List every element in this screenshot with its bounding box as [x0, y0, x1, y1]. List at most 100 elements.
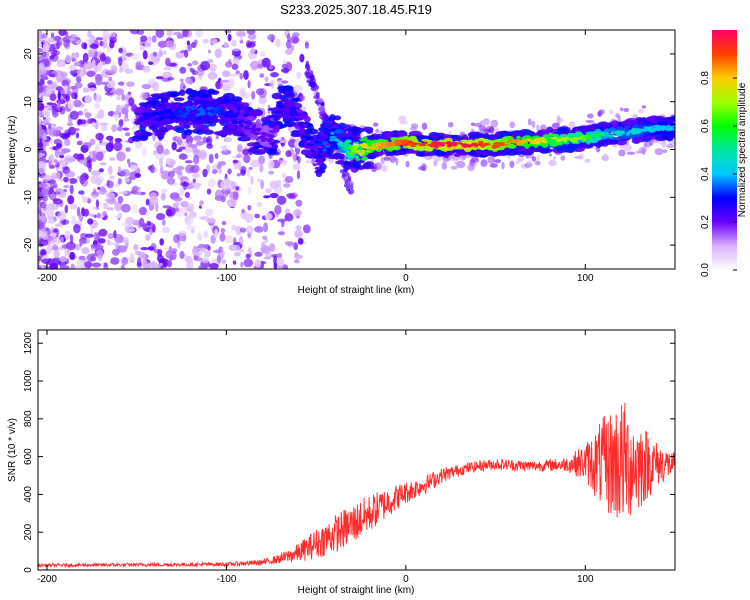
spectrogram-noise-blob — [49, 164, 55, 169]
spectrogram-noise-blob — [127, 158, 131, 164]
spectrogram-noise-blob — [157, 259, 166, 263]
spectrogram-noise-blob — [262, 235, 268, 240]
spectrogram-noise-blob — [295, 199, 303, 207]
spectrogram-noise-blob — [278, 139, 288, 143]
spectrogram-noise-blob — [49, 139, 53, 144]
spectrogram-noise-blob — [305, 160, 313, 164]
spectrogram-noise-blob — [93, 231, 98, 242]
spectrogram-ridge-blob — [174, 103, 180, 109]
spectrogram-ridge-blob — [330, 131, 335, 135]
spectrogram-noise-blob — [183, 49, 189, 58]
spectrogram-noise-blob — [195, 251, 203, 256]
spectrogram-noise-blob — [433, 154, 440, 163]
spectrogram-noise-blob — [82, 52, 89, 63]
spectrogram-noise-blob — [495, 127, 499, 133]
spectrogram-noise-blob — [130, 252, 134, 261]
spectrogram-ridge-blob — [552, 133, 560, 138]
spectrogram-ridge-blob — [246, 127, 254, 130]
spectrogram-ridge-blob — [282, 85, 294, 91]
spectrogram-noise-blob — [116, 95, 121, 101]
spectrogram-ridge-blob — [175, 127, 185, 134]
spectrogram-ridge-blob — [220, 112, 225, 115]
spectrogram-ridge-blob — [185, 109, 192, 112]
spectrogram-noise-blob — [38, 131, 42, 140]
spectrogram-noise-blob — [261, 241, 266, 249]
spectrogram-noise-blob — [153, 248, 163, 254]
colorbar-tick-label: 0.2 — [700, 215, 711, 229]
spectrogram-noise-blob — [117, 178, 122, 185]
spectrogram-noise-blob — [230, 40, 237, 47]
spectrogram-noise-blob — [94, 65, 99, 73]
spectrogram-ridge-blob — [335, 135, 340, 139]
spectrogram-noise-blob — [221, 259, 227, 264]
spectrogram-noise-blob — [294, 229, 303, 239]
spectrogram-ridge-blob — [392, 145, 401, 151]
spectrogram-noise-blob — [243, 258, 254, 268]
spectrogram-noise-blob — [100, 125, 108, 132]
spectrogram-noise-blob — [239, 72, 244, 80]
spectrogram-noise-blob — [269, 181, 278, 190]
spectrogram-noise-blob — [103, 262, 108, 267]
spectrogram-noise-blob — [120, 264, 126, 269]
spectrogram-ridge-blob — [316, 147, 324, 150]
spectrogram-noise-blob — [40, 213, 47, 222]
spectrogram-noise-blob — [94, 93, 102, 103]
spectrogram-ridge-blob — [478, 143, 483, 147]
spectrogram-ridge-blob — [288, 110, 293, 114]
spectrogram-noise-blob — [250, 175, 254, 185]
spectrogram-ridge-blob — [329, 138, 335, 142]
spectrogram-ridge-blob — [228, 106, 238, 112]
spectrogram-noise-blob — [253, 226, 264, 233]
spectrogram-noise-blob — [102, 202, 109, 210]
spectrogram-ridge-blob — [360, 149, 366, 153]
snr-panel: -200 -100 0 100 0 200 400 600 800 1000 1200 Heigh… — [7, 329, 676, 596]
spectrogram-noise-blob — [256, 201, 263, 208]
spectrogram-noise-blob — [244, 213, 254, 223]
spectrogram-ridge-blob — [243, 131, 252, 136]
spectrogram-noise-blob — [165, 157, 172, 164]
spectrogram-streak-blob — [307, 73, 311, 77]
spectrogram-noise-blob — [171, 141, 177, 151]
spectrogram-noise-blob — [84, 112, 92, 118]
spectrogram-noise-blob — [226, 198, 237, 208]
spectrogram-noise-blob — [173, 234, 180, 244]
spectrogram-ridge-blob — [396, 130, 406, 136]
spectrogram-noise-blob — [179, 82, 186, 92]
spectrogram-noise-blob — [69, 234, 74, 244]
spectrogram-noise-blob — [202, 168, 208, 178]
spectrogram-noise-blob — [72, 40, 76, 45]
spectrogram-noise-blob — [163, 50, 167, 55]
spectrogram-ridge-blob — [509, 144, 514, 149]
spectrogram-noise-blob — [38, 37, 42, 42]
spectrogram-noise-blob — [92, 206, 97, 211]
spectrogram-noise-blob — [87, 198, 91, 204]
spectrogram-noise-blob — [70, 263, 75, 269]
spectrogram-noise-blob — [101, 262, 105, 266]
spectrogram-noise-blob — [50, 32, 55, 39]
spectrogram-ridge-blob — [272, 124, 277, 128]
spectrogram-noise-blob — [51, 184, 58, 189]
spectrogram-noise-blob — [179, 185, 185, 196]
spectrogram-ridge-blob — [654, 128, 660, 131]
spectrogram-ridge-blob — [335, 160, 346, 165]
spectrogram-noise-blob — [275, 38, 281, 47]
spectrogram-noise-blob — [165, 209, 173, 217]
spectrogram-noise-blob — [257, 178, 261, 182]
spectrogram-noise-blob — [257, 63, 264, 69]
spectrogram-x-tick-label: 100 — [577, 273, 594, 284]
spectrogram-noise-blob — [91, 253, 98, 257]
spectrogram-noise-blob — [585, 119, 594, 123]
snr-y-tick-label: 1000 — [23, 369, 34, 392]
spectrogram-noise-blob — [185, 215, 191, 223]
spectrogram-noise-blob — [214, 189, 224, 199]
spectrogram-noise-blob — [91, 194, 98, 199]
spectrogram-ridge-blob — [251, 124, 257, 128]
spectrogram-noise-blob — [597, 112, 601, 117]
spectrogram-noise-blob — [536, 155, 540, 161]
spectrogram-ridge-blob — [376, 144, 383, 148]
spectrogram-noise-blob — [277, 231, 285, 236]
spectrogram-noise-blob — [237, 144, 243, 153]
spectrogram-ridge-blob — [667, 127, 673, 131]
spectrogram-streak-blob — [320, 102, 325, 106]
spectrogram-noise-blob — [290, 44, 295, 51]
